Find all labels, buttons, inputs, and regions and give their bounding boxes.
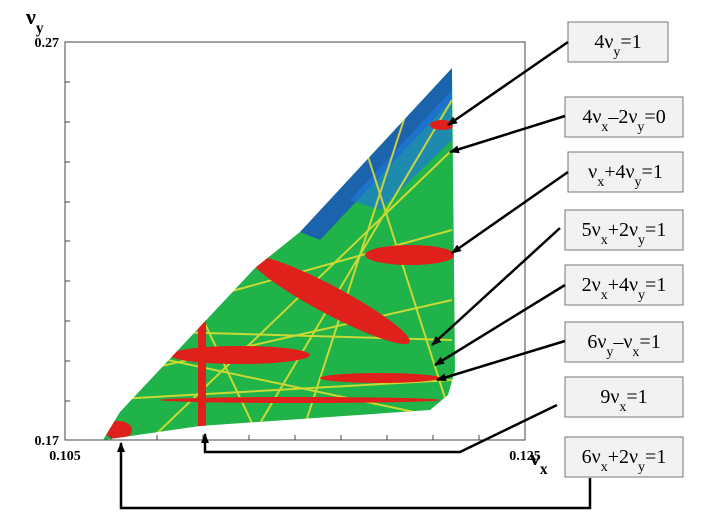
x-tick-label: 0.125 [509,449,541,464]
annotation-label: 9νx=1 [600,386,647,415]
annotation-box [564,321,684,363]
minor-ticks [65,81,480,440]
annotation-box [564,96,684,138]
annotation-arrow [447,40,569,127]
annotation-box [564,436,684,478]
y-tick-label: 0.17 [35,434,60,449]
annotation-label: 4νy=1 [594,31,641,60]
annotation-box [564,264,684,306]
y-axis-label: νy [25,4,44,37]
annotation-label: 6νx+2νy=1 [582,446,667,475]
annotation-label: 6νy–νx=1 [587,331,660,360]
x-axis-label: νx [529,445,548,478]
annotation-arrow [201,403,558,454]
annotation-box [567,151,684,193]
annotation-box [564,209,684,251]
annotation-box [567,21,669,63]
annotation-arrow [117,442,592,510]
y-tick-label: 0.27 [35,36,60,51]
annotation-box [564,376,684,418]
annotation-arrow [434,283,566,367]
annotation-label: 2νx+4νy=1 [582,274,667,303]
annotation-label: 4νx–2νy=0 [582,106,665,135]
annotation-label: νx+4νy=1 [588,161,663,190]
annotation-label: 5νx+2νy=1 [582,219,667,248]
x-tick-label: 0.105 [49,449,81,464]
annotation-arrow [451,170,569,255]
annotation-arrow [436,339,566,382]
annotation-arrow [431,227,561,346]
annotation-arrow [449,114,566,154]
